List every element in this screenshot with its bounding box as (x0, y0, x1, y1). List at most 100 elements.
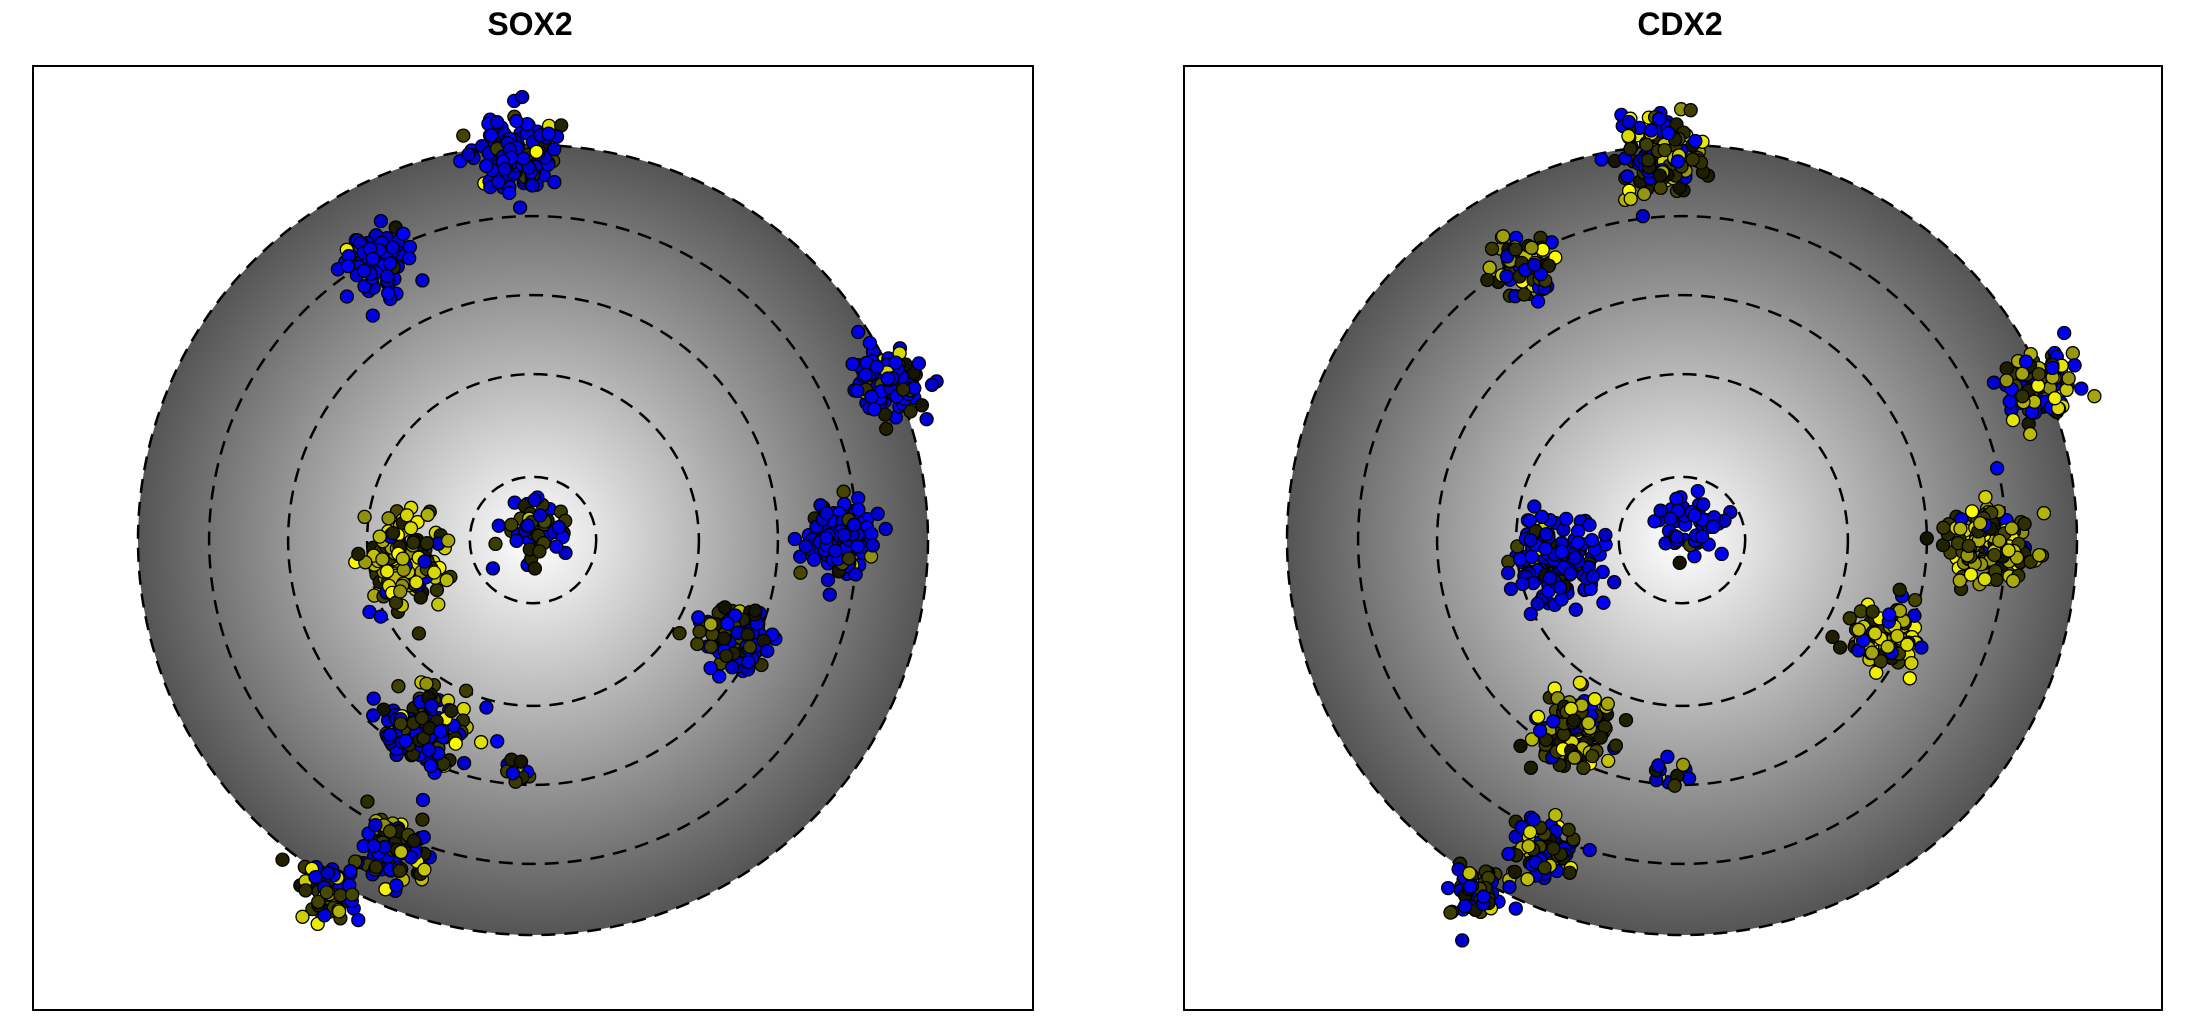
data-point (848, 567, 863, 582)
data-point (1667, 778, 1682, 793)
data-point (1621, 128, 1636, 144)
data-point (819, 506, 834, 521)
data-point (1553, 580, 1568, 595)
data-point (1582, 842, 1597, 858)
data-point (1663, 511, 1678, 526)
data-point (529, 144, 544, 159)
data-point (1572, 675, 1588, 690)
data-point (1598, 527, 1613, 543)
data-point (547, 174, 562, 190)
data-point (1977, 572, 1992, 587)
data-point (836, 484, 851, 499)
sox2-panel: SOX2 (32, 6, 1034, 1011)
data-point (414, 710, 430, 726)
data-point (393, 584, 408, 599)
data-point (1660, 749, 1675, 764)
data-point (1548, 807, 1563, 823)
data-point (1851, 622, 1866, 637)
data-point (1596, 595, 1611, 610)
data-point (1541, 258, 1557, 273)
data-point (1963, 567, 1979, 582)
data-point (441, 533, 456, 548)
data-point (351, 912, 366, 928)
data-point (1534, 509, 1550, 524)
data-point (1539, 526, 1554, 542)
dashed-ring-3 (286, 293, 780, 787)
data-point (806, 552, 822, 567)
data-point (1520, 872, 1535, 887)
data-point (439, 572, 454, 588)
data-point (1882, 607, 1897, 622)
data-point (1657, 142, 1672, 158)
data-point (1499, 269, 1514, 284)
data-point (1524, 240, 1539, 255)
data-point (1964, 504, 1980, 519)
data-point (490, 115, 505, 130)
data-point (911, 356, 927, 371)
data-point (1669, 529, 1684, 545)
data-point (366, 838, 382, 854)
data-point (1495, 229, 1511, 244)
data-point (1521, 838, 1536, 854)
data-point (1961, 538, 1976, 554)
data-point (431, 597, 446, 612)
data-point (725, 660, 740, 675)
data-point (365, 251, 380, 267)
data-point (1919, 531, 1934, 546)
data-point (1842, 611, 1857, 626)
data-point (402, 251, 417, 266)
data-point (1652, 111, 1667, 127)
dashed-ring-2 (1514, 372, 1850, 708)
data-point (509, 113, 524, 129)
data-point (862, 335, 878, 351)
data-point (1890, 628, 1905, 644)
data-point (473, 735, 489, 750)
data-point (319, 885, 334, 900)
data-point (365, 308, 380, 323)
data-point (1524, 549, 1539, 565)
data-point (1500, 565, 1516, 581)
data-point (368, 817, 383, 833)
data-point (1647, 514, 1662, 529)
data-point (1507, 864, 1523, 880)
data-point (1986, 375, 2002, 390)
data-point (1554, 544, 1569, 560)
data-point (1476, 889, 1491, 904)
data-point (1546, 714, 1561, 729)
data-point (845, 356, 860, 372)
data-point (532, 508, 548, 523)
data-point (1600, 696, 1615, 711)
data-point (409, 575, 424, 590)
data-point (527, 492, 542, 508)
data-point (1936, 520, 1951, 535)
data-point (692, 624, 707, 639)
data-point (888, 355, 903, 370)
data-point (2065, 346, 2080, 361)
data-point (1636, 186, 1652, 202)
chart-title: SOX2 (487, 6, 573, 42)
data-point (820, 572, 836, 588)
data-point (1999, 361, 2014, 376)
data-point (421, 742, 436, 757)
data-point (381, 286, 396, 301)
data-point (415, 273, 430, 288)
data-point (393, 844, 409, 860)
data-point (1508, 901, 1523, 916)
data-point (411, 626, 427, 641)
data-point (513, 754, 529, 769)
data-point (382, 256, 398, 271)
data-point (2018, 354, 2034, 369)
data-point (491, 174, 506, 190)
data-point (331, 904, 347, 919)
data-point (1523, 760, 1539, 775)
data-point (1685, 152, 1700, 167)
data-point (509, 533, 524, 548)
data-point (1523, 532, 1538, 548)
data-point (398, 733, 413, 749)
data-point (703, 639, 719, 654)
data-point (1892, 582, 1907, 597)
data-point (919, 412, 934, 427)
data-point (2057, 325, 2072, 341)
cdx2-plot (1183, 65, 2163, 1011)
data-point (444, 703, 459, 719)
